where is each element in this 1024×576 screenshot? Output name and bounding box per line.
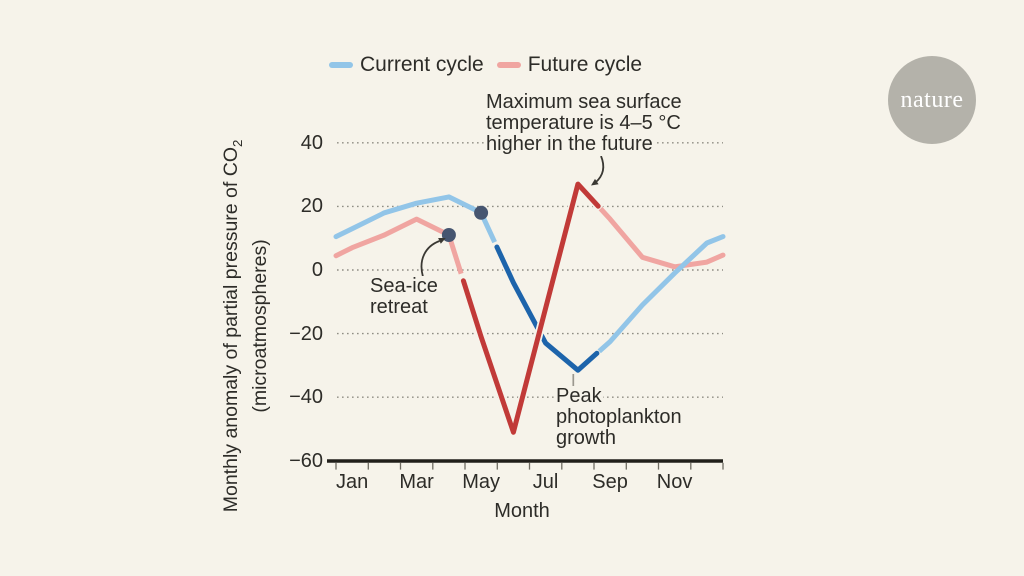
current-cycle-swatch bbox=[329, 62, 353, 68]
x-tick-label-nov: Nov bbox=[656, 471, 693, 493]
max-temp-arrow bbox=[594, 155, 605, 184]
sea-ice-arrowhead bbox=[438, 238, 446, 244]
x-tick-label-may: May bbox=[462, 471, 500, 493]
y-tick-label--60: −60 bbox=[289, 449, 323, 472]
x-axis-ticks bbox=[335, 462, 724, 470]
max-temp-arrowhead bbox=[591, 178, 599, 186]
y-axis-title-text: Monthly anomaly of partial pressure of C… bbox=[220, 147, 243, 513]
y-tick-label-0: 0 bbox=[311, 259, 323, 281]
annotation-max-temperature: Maximum sea surface temperature is 4–5 °… bbox=[485, 91, 683, 156]
x-tick-label-jul: Jul bbox=[532, 471, 559, 493]
y-tick-label--40: −40 bbox=[289, 386, 323, 409]
sea-ice-retreat-dot bbox=[474, 205, 489, 220]
legend-item-current: Current cycle bbox=[329, 54, 484, 76]
x-tick-label-jan: Jan bbox=[335, 471, 369, 493]
legend-item-future: Future cycle bbox=[496, 53, 643, 76]
sea-ice-retreat-dot bbox=[441, 228, 456, 242]
event-markers bbox=[441, 205, 489, 242]
line-dark-current-cycle bbox=[494, 244, 600, 373]
x-tick-label-sep: Sep bbox=[592, 471, 628, 493]
legend-label-future: Future cycle bbox=[527, 53, 643, 76]
sea-ice-arrow bbox=[420, 240, 440, 278]
y-tick-label-40: 40 bbox=[300, 131, 323, 154]
future-cycle-swatch bbox=[496, 62, 521, 68]
annotation-sea-ice-retreat: Sea-ice retreat bbox=[369, 275, 439, 319]
annotation-peak-photoplankton: Peak photoplankton growth bbox=[555, 385, 683, 450]
y-tick-label-20: 20 bbox=[300, 195, 323, 218]
y-axis-title-subscript: 2 bbox=[229, 139, 245, 148]
legend-label-current: Current cycle bbox=[360, 53, 484, 76]
series-lines bbox=[333, 179, 726, 437]
x-tick-label-mar: Mar bbox=[399, 471, 434, 493]
nature-logo: nature bbox=[888, 56, 976, 144]
y-tick-label--20: −20 bbox=[289, 322, 323, 345]
nature-logo-text: nature bbox=[900, 86, 964, 113]
line-dark-future-cycle bbox=[460, 181, 601, 435]
x-axis-title: Month bbox=[494, 500, 550, 522]
legend: Current cycle Future cycle bbox=[329, 54, 642, 76]
